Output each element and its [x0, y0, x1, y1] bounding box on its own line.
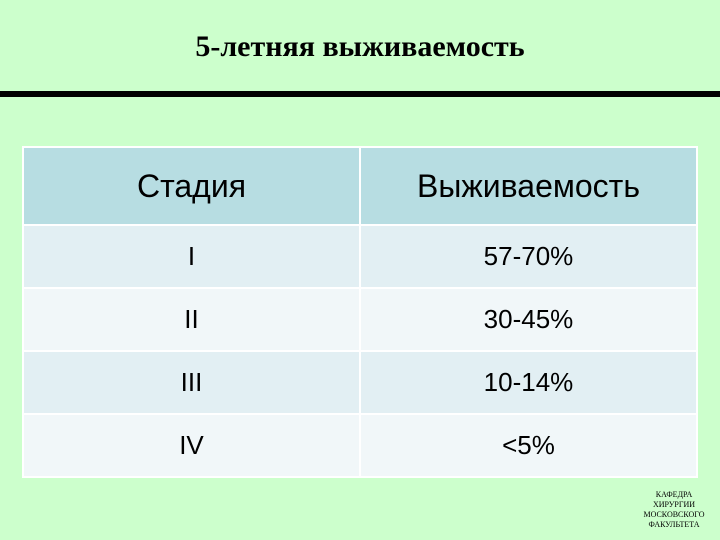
department-label: КАФЕДРА ХИРУРГИИ МОСКОВСКОГО ФАКУЛЬТЕТА [630, 490, 718, 530]
cell-stage: I [22, 224, 361, 289]
table-row: IV <5% [22, 413, 699, 478]
table-row: III 10-14% [22, 350, 699, 415]
table-header-row: Стадия Выживаемость [22, 146, 699, 226]
cell-survival: 30-45% [358, 287, 699, 352]
table-row: I 57-70% [22, 224, 699, 289]
cell-stage: III [22, 350, 361, 415]
cell-survival: 57-70% [358, 224, 699, 289]
cell-stage: IV [22, 413, 361, 478]
department-label-line: ХИРУРГИИ [652, 500, 696, 509]
header-survival: Выживаемость [358, 146, 699, 226]
cell-survival: 10-14% [358, 350, 699, 415]
header-stage: Стадия [22, 146, 361, 226]
slide-title: 5-летняя выживаемость [195, 30, 525, 63]
cell-stage: II [22, 287, 361, 352]
table-row: II 30-45% [22, 287, 699, 352]
department-label-line: МОСКОВСКОГО [643, 510, 705, 519]
survival-table: Стадия Выживаемость I 57-70% II 30-45% I… [22, 146, 699, 478]
title-divider [0, 91, 720, 97]
department-label-line: ФАКУЛЬТЕТА [648, 520, 700, 529]
department-label-line: КАФЕДРА [655, 490, 693, 499]
cell-survival: <5% [358, 413, 699, 478]
